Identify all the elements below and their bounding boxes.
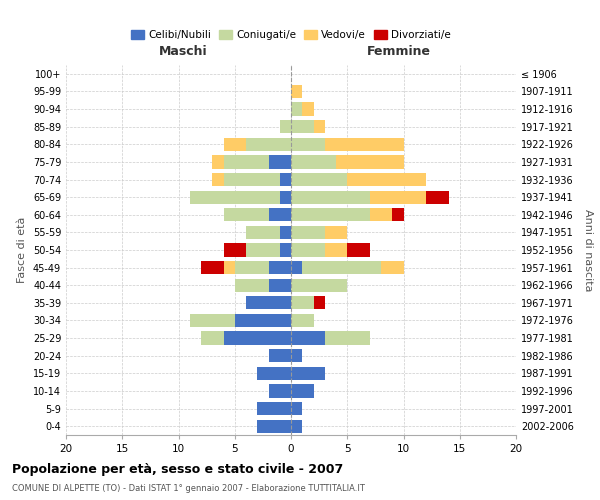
Bar <box>347 173 426 186</box>
Bar <box>291 332 325 344</box>
Bar <box>325 138 404 151</box>
Bar <box>325 332 370 344</box>
Bar <box>223 332 291 344</box>
Bar <box>291 384 314 398</box>
Bar <box>235 261 269 274</box>
Bar <box>291 226 325 239</box>
Bar <box>370 190 426 204</box>
Bar <box>280 190 291 204</box>
Bar <box>212 173 223 186</box>
Bar <box>336 156 404 168</box>
Bar <box>325 226 347 239</box>
Bar <box>392 208 404 222</box>
Bar <box>257 402 291 415</box>
Bar <box>291 85 302 98</box>
Bar <box>246 296 291 310</box>
Bar <box>302 261 381 274</box>
Bar <box>426 190 449 204</box>
Bar <box>190 314 235 327</box>
Bar <box>291 190 370 204</box>
Bar <box>246 138 291 151</box>
Bar <box>291 420 302 433</box>
Bar <box>291 402 302 415</box>
Bar <box>269 349 291 362</box>
Bar <box>291 173 347 186</box>
Bar <box>291 278 347 292</box>
Bar <box>190 190 280 204</box>
Bar <box>291 208 370 222</box>
Bar <box>269 156 291 168</box>
Bar <box>257 366 291 380</box>
Y-axis label: Fasce di età: Fasce di età <box>17 217 27 283</box>
Bar <box>257 420 291 433</box>
Bar <box>314 120 325 134</box>
Bar <box>269 208 291 222</box>
Bar <box>223 208 269 222</box>
Bar <box>235 314 291 327</box>
Text: Maschi: Maschi <box>158 44 208 58</box>
Bar <box>291 349 302 362</box>
Bar <box>223 244 246 256</box>
Bar <box>291 156 336 168</box>
Bar <box>302 102 314 116</box>
Bar <box>223 173 280 186</box>
Bar <box>370 208 392 222</box>
Bar <box>280 173 291 186</box>
Bar <box>291 296 314 310</box>
Bar <box>201 261 223 274</box>
Bar <box>280 120 291 134</box>
Bar <box>235 278 269 292</box>
Bar <box>269 278 291 292</box>
Bar <box>291 314 314 327</box>
Y-axis label: Anni di nascita: Anni di nascita <box>583 209 593 291</box>
Text: Popolazione per età, sesso e stato civile - 2007: Popolazione per età, sesso e stato civil… <box>12 462 343 475</box>
Text: Femmine: Femmine <box>367 44 431 58</box>
Text: COMUNE DI ALPETTE (TO) - Dati ISTAT 1° gennaio 2007 - Elaborazione TUTTITALIA.IT: COMUNE DI ALPETTE (TO) - Dati ISTAT 1° g… <box>12 484 365 493</box>
Bar <box>223 138 246 151</box>
Bar <box>212 156 223 168</box>
Bar <box>269 384 291 398</box>
Bar <box>269 261 291 274</box>
Bar <box>223 261 235 274</box>
Bar <box>325 244 347 256</box>
Bar <box>291 366 325 380</box>
Bar <box>246 244 280 256</box>
Bar <box>291 244 325 256</box>
Legend: Celibi/Nubili, Coniugati/e, Vedovi/e, Divorziati/e: Celibi/Nubili, Coniugati/e, Vedovi/e, Di… <box>127 26 455 44</box>
Bar <box>223 156 269 168</box>
Bar <box>291 261 302 274</box>
Bar <box>291 102 302 116</box>
Bar <box>280 226 291 239</box>
Bar <box>381 261 404 274</box>
Bar <box>291 120 314 134</box>
Bar <box>246 226 280 239</box>
Bar <box>291 138 325 151</box>
Bar <box>201 332 223 344</box>
Bar <box>280 244 291 256</box>
Bar <box>314 296 325 310</box>
Bar <box>347 244 370 256</box>
